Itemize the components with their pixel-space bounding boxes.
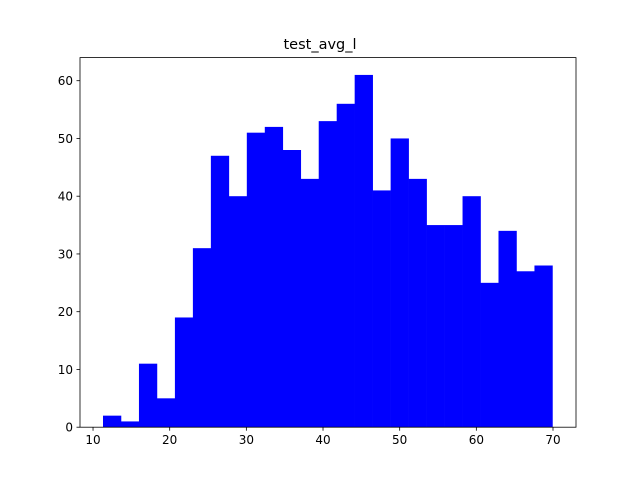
- x-tick-label: 30: [239, 433, 254, 447]
- histogram-bar-14: [336, 103, 355, 428]
- histogram-bar-25: [534, 265, 553, 428]
- y-tick-label: 60: [58, 74, 73, 88]
- histogram-bar-12: [300, 178, 320, 428]
- histogram-bar-10: [264, 126, 284, 428]
- histogram-bar-11: [282, 150, 302, 428]
- histogram-bar-18: [408, 178, 427, 428]
- y-tick-label: 10: [58, 363, 73, 377]
- bars-group: [102, 74, 553, 428]
- y-tick-label: 50: [58, 132, 73, 146]
- histogram-bar-15: [354, 74, 373, 428]
- histogram-bar-4: [156, 398, 176, 428]
- chart-title: test_avg_l: [283, 37, 356, 53]
- histogram-bar-22: [480, 282, 499, 428]
- histogram-bar-3: [138, 363, 158, 428]
- x-tick-label: 10: [85, 433, 100, 447]
- histogram-bar-19: [426, 225, 445, 428]
- y-tick-label: 20: [58, 305, 73, 319]
- x-tick-label: 20: [162, 433, 177, 447]
- x-axis: 10 20 30 40 50 60 70: [85, 427, 561, 447]
- histogram-bar-24: [516, 271, 535, 428]
- x-tick-label: 40: [315, 433, 330, 447]
- histogram-bar-2: [120, 421, 140, 428]
- y-tick-label: 0: [65, 421, 73, 435]
- histogram-bar-23: [498, 230, 517, 428]
- plot-frame: [79, 57, 577, 428]
- y-axis: 0 10 20 30 40 50 60: [58, 74, 80, 435]
- histogram-bar-8: [228, 196, 248, 428]
- histogram-bar-20: [444, 225, 463, 428]
- y-tick-label: 40: [58, 190, 73, 204]
- histogram-bar-21: [462, 196, 481, 428]
- histogram-bar-6: [192, 248, 212, 428]
- histogram-bar-5: [174, 317, 194, 428]
- x-tick-label: 50: [392, 433, 407, 447]
- histogram-bar-17: [390, 138, 409, 428]
- y-tick-label: 30: [58, 247, 73, 261]
- histogram-bar-16: [372, 190, 391, 428]
- histogram-bar-7: [210, 155, 230, 428]
- histogram-bar-1: [102, 415, 122, 428]
- x-tick-label: 60: [469, 433, 484, 447]
- histogram-bar-13: [318, 121, 338, 428]
- x-tick-label: 70: [545, 433, 560, 447]
- histogram-bar-9: [246, 132, 266, 428]
